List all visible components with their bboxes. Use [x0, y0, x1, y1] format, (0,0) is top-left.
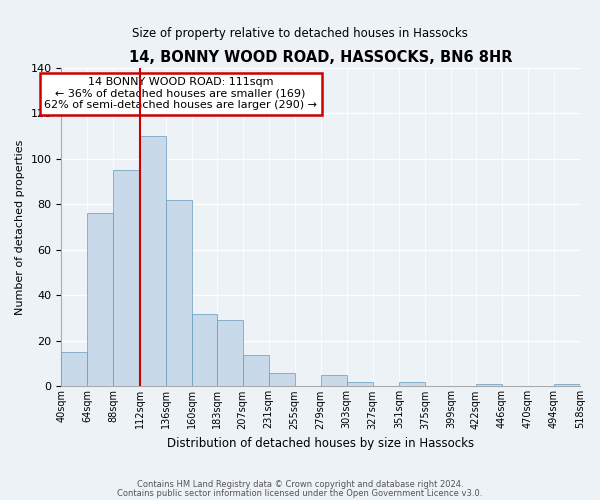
Bar — [321, 375, 347, 386]
Text: Contains HM Land Registry data © Crown copyright and database right 2024.: Contains HM Land Registry data © Crown c… — [137, 480, 463, 489]
Bar — [113, 170, 140, 386]
Bar — [217, 320, 242, 386]
Bar — [242, 354, 269, 386]
Bar — [269, 372, 295, 386]
Text: Size of property relative to detached houses in Hassocks: Size of property relative to detached ho… — [132, 28, 468, 40]
Bar — [476, 384, 502, 386]
Bar — [61, 352, 88, 386]
X-axis label: Distribution of detached houses by size in Hassocks: Distribution of detached houses by size … — [167, 437, 474, 450]
Bar — [140, 136, 166, 386]
Bar — [347, 382, 373, 386]
Bar — [166, 200, 191, 386]
Title: 14, BONNY WOOD ROAD, HASSOCKS, BN6 8HR: 14, BONNY WOOD ROAD, HASSOCKS, BN6 8HR — [129, 50, 512, 65]
Bar — [191, 314, 217, 386]
Bar — [88, 214, 113, 386]
Text: Contains public sector information licensed under the Open Government Licence v3: Contains public sector information licen… — [118, 488, 482, 498]
Text: 14 BONNY WOOD ROAD: 111sqm
← 36% of detached houses are smaller (169)
62% of sem: 14 BONNY WOOD ROAD: 111sqm ← 36% of deta… — [44, 77, 317, 110]
Bar — [554, 384, 580, 386]
Bar — [399, 382, 425, 386]
Y-axis label: Number of detached properties: Number of detached properties — [15, 140, 25, 314]
